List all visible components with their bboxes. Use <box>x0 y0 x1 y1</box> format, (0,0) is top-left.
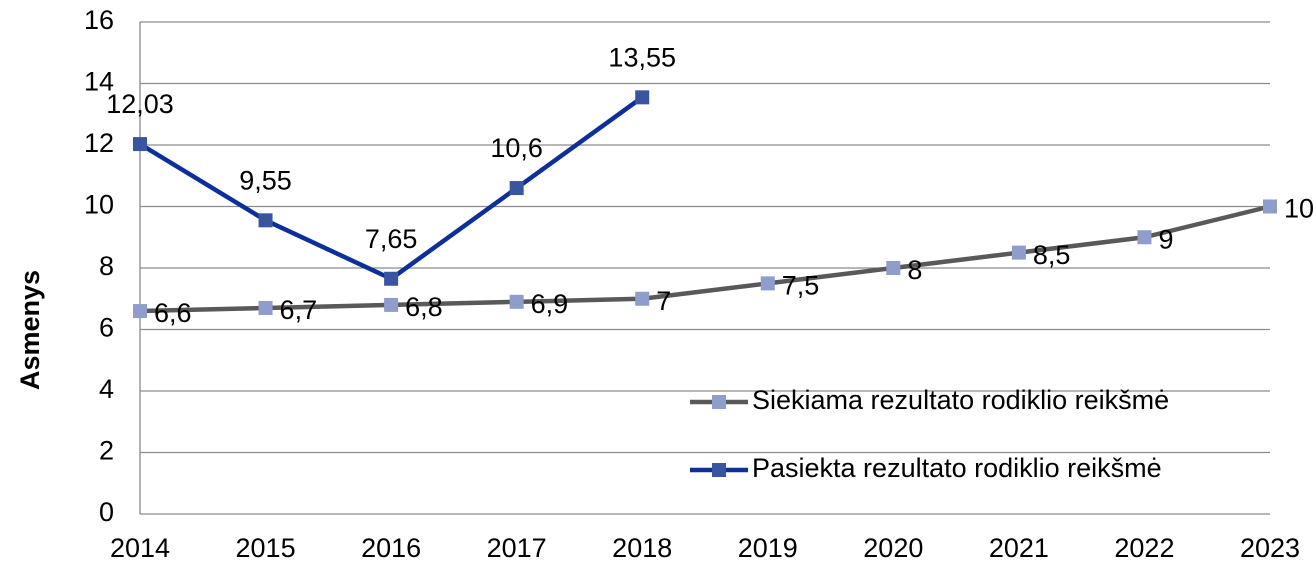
x-tick-label: 2018 <box>612 533 672 563</box>
data-label: 7,5 <box>782 271 820 301</box>
y-tick-label: 8 <box>99 251 114 281</box>
x-tick-label: 2019 <box>738 533 798 563</box>
marker <box>258 300 273 315</box>
series-line <box>139 204 1271 314</box>
y-tick-label: 6 <box>99 313 114 343</box>
x-tick-label: 2023 <box>1240 533 1300 563</box>
marker <box>509 294 524 309</box>
data-label: 10 <box>1284 194 1314 224</box>
data-label: 9 <box>1158 224 1173 254</box>
data-label: 6,7 <box>280 295 318 325</box>
y-tick-label: 12 <box>84 128 114 158</box>
y-tick-label: 0 <box>99 497 114 527</box>
marker <box>384 271 399 286</box>
marker <box>133 304 147 319</box>
data-label: 10,6 <box>490 133 543 163</box>
data-label: 6,6 <box>154 298 192 328</box>
x-tick-label: 2016 <box>361 533 421 563</box>
data-label: 6,9 <box>531 289 569 319</box>
marker <box>1011 245 1026 260</box>
y-tick-label: 2 <box>99 436 114 466</box>
data-label: 6,8 <box>405 292 443 322</box>
marker <box>258 213 273 228</box>
data-label: 8 <box>907 255 922 285</box>
x-tick-label: 2017 <box>487 533 547 563</box>
marker <box>1137 230 1152 245</box>
x-tick-label: 2015 <box>236 533 296 563</box>
y-tick-label: 4 <box>99 374 114 404</box>
data-label: 8,5 <box>1033 240 1071 270</box>
data-label: 12,03 <box>106 89 174 119</box>
y-axis-label: Asmenys <box>15 270 45 390</box>
x-tick-label: 2020 <box>863 533 923 563</box>
data-label: 7,65 <box>365 224 418 254</box>
x-tick-label: 2022 <box>1114 533 1174 563</box>
legend-marker <box>712 395 726 409</box>
data-label: 7 <box>656 286 671 316</box>
marker <box>635 291 650 306</box>
legend-marker <box>712 463 726 477</box>
y-tick-label: 14 <box>84 67 114 97</box>
marker <box>760 276 775 291</box>
x-tick-label: 2014 <box>110 533 170 563</box>
marker <box>886 261 901 275</box>
data-label: 9,55 <box>239 165 292 195</box>
marker <box>635 90 650 105</box>
marker <box>509 181 524 196</box>
y-tick-label: 10 <box>84 190 114 220</box>
data-label: 13,55 <box>608 42 676 72</box>
marker <box>133 137 147 152</box>
x-tick-label: 2021 <box>989 533 1049 563</box>
y-tick-label: 16 <box>84 5 114 35</box>
marker <box>384 297 399 312</box>
legend-label: Siekiama rezultato rodiklio reikšmė <box>752 385 1169 415</box>
marker <box>1263 199 1277 214</box>
legend-label: Pasiekta rezultato rodiklio reikšmė <box>752 453 1162 483</box>
